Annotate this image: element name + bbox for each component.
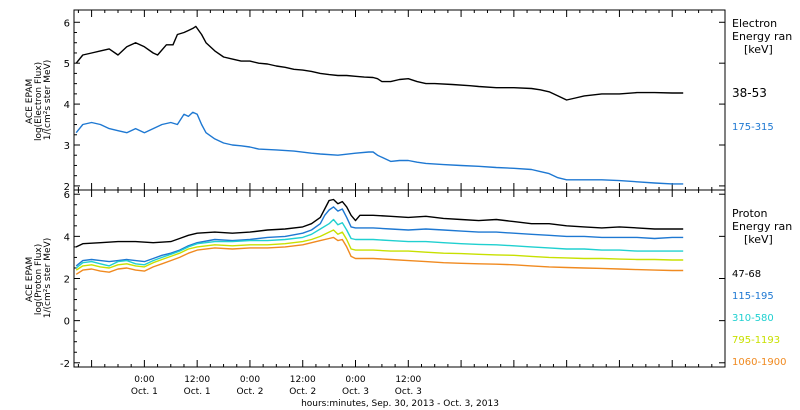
electron-ylabel-line-3: 1/(cm²s ster MeV) xyxy=(43,60,53,140)
proton-ylabel-line-3: 1/(cm²s ster MeV) xyxy=(43,238,53,318)
x-tick-label-time: 12:00 xyxy=(395,375,421,385)
proton-legend-title-line-3: [keV] xyxy=(744,233,773,246)
electron-ylabel: ACE EPAM log(Electron Flux) 1/(cm²s ster… xyxy=(25,59,53,141)
proton-legend-entry: 1060-1900 xyxy=(732,357,787,368)
x-tick-label-date: Oct. 2 xyxy=(289,387,316,397)
proton-ytick-label: 4 xyxy=(64,232,70,243)
proton-legend-entry: 310-580 xyxy=(732,313,774,324)
x-tick-label-time: 12:00 xyxy=(290,375,316,385)
proton-ytick-label: 6 xyxy=(64,190,70,201)
electron-ytick-label: 3 xyxy=(64,141,70,152)
electron-panel-frame xyxy=(73,9,726,191)
x-tick-label-date: Oct. 1 xyxy=(131,387,158,397)
electron-legend-title: Electron Energy ran [keV] xyxy=(732,17,796,56)
x-axis-label: hours:minutes, Sep. 30, 2013 - Oct. 3, 2… xyxy=(301,399,499,409)
proton-legend-entry: 115-195 xyxy=(732,291,774,302)
electron-legend-entry: 38-53 xyxy=(732,86,767,100)
x-tick-label-date: Oct. 2 xyxy=(236,387,263,397)
x-tick-label-time: 0:00 xyxy=(134,375,154,385)
proton-series-line xyxy=(75,206,684,267)
electron-ylabel-line-1: ACE EPAM xyxy=(25,79,35,124)
electron-series-line xyxy=(75,25,684,101)
electron-ytick-label: 4 xyxy=(64,100,70,111)
x-tick-label-date: Oct. 1 xyxy=(184,387,211,397)
electron-legend-title-line-2: Energy ran xyxy=(732,30,792,43)
x-tick-label-time: 0:00 xyxy=(345,375,365,385)
x-tick-label-date: Oct. 3 xyxy=(395,387,422,397)
electron-legend-title-line-1: Electron xyxy=(732,17,777,30)
proton-ylabel-line-2: log(Proton Flux) xyxy=(34,244,44,315)
electron-series-line xyxy=(75,111,684,185)
proton-legend-title-line-1: Proton xyxy=(732,207,767,220)
proton-legend-entry: 47-68 xyxy=(732,269,761,280)
x-tick-label-time: 0:00 xyxy=(240,375,260,385)
x-tick-label-time: 12:00 xyxy=(184,375,210,385)
proton-series-line xyxy=(75,229,684,271)
electron-ylabel-line-2: log(Electron Flux) xyxy=(34,62,44,141)
electron-ytick-label: 5 xyxy=(64,59,70,70)
proton-series-line xyxy=(75,236,684,275)
proton-series-line xyxy=(75,218,684,269)
electron-legend-entry: 175-315 xyxy=(732,122,774,133)
proton-series-line xyxy=(75,198,684,248)
proton-legend-title-line-2: Energy ran xyxy=(732,220,792,233)
proton-ytick-label: 2 xyxy=(64,275,70,286)
electron-legend-title-line-3: [keV] xyxy=(744,43,773,56)
proton-ytick-label: -2 xyxy=(60,359,70,370)
electron-ytick-label: 6 xyxy=(64,18,70,29)
proton-ytick-label: 0 xyxy=(64,317,70,328)
proton-ylabel-line-1: ACE EPAM xyxy=(25,257,35,302)
x-tick-label-date: Oct. 3 xyxy=(342,387,369,397)
proton-legend-title: Proton Energy ran [keV] xyxy=(732,207,796,246)
proton-ylabel: ACE EPAM log(Proton Flux) 1/(cm²s ster M… xyxy=(25,238,53,318)
electron-ytick-label: 2 xyxy=(64,182,70,193)
proton-legend-entry: 795-1193 xyxy=(732,335,780,346)
